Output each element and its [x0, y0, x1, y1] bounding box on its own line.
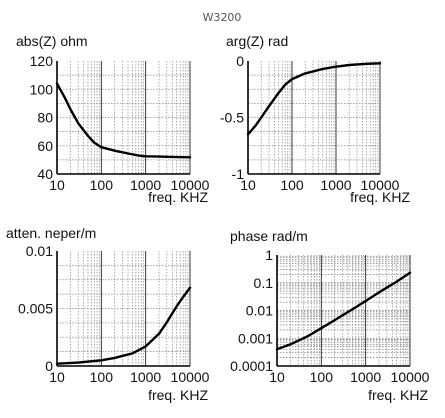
y-tick-label: 1	[265, 247, 273, 263]
chart-phase: phase rad/m freq. KHZ 10 100 1000 10000 0.00…	[230, 228, 430, 403]
chart-arg-z: arg(Z) rad freq. KHZ 10 100 1000 10000 -1 -0.…	[220, 33, 411, 205]
x-tick-label: 1000	[130, 369, 161, 385]
series-line	[55, 82, 192, 159]
y-tick-label: -1	[232, 166, 245, 182]
x-tick-label: 1000	[350, 369, 381, 385]
y-tick-label: 0.005	[18, 301, 53, 317]
chart-title: abs(Z) ohm	[16, 33, 88, 49]
y-tick-label: 0.1	[254, 275, 274, 291]
chart-abs-z: abs(Z) ohm freq. KHZ 10 100 1000 10000 40 60 8…	[16, 33, 210, 205]
x-tick-label: 10	[49, 369, 65, 385]
y-tick-label: 0.01	[26, 243, 53, 259]
y-tick-label: 0.01	[246, 303, 273, 319]
x-tick-label: 100	[90, 369, 114, 385]
y-tick-label: 40	[37, 166, 53, 182]
x-tick-label: 10000	[361, 177, 400, 193]
y-tick-label: -0.5	[220, 110, 244, 126]
chart-attenuation: atten. neper/m freq. KHZ 10 100 1000 10000 0…	[6, 225, 210, 403]
chart-title: phase rad/m	[230, 228, 308, 244]
y-tick-label: 100	[30, 81, 54, 97]
series-line	[55, 286, 192, 365]
x-tick-label: 100	[310, 369, 334, 385]
x-tick-label: 1000	[320, 177, 351, 193]
y-tick-label: 80	[37, 110, 53, 126]
x-axis-label: freq. KHZ	[148, 387, 208, 403]
x-tick-label: 10000	[391, 369, 430, 385]
x-tick-label: 10000	[171, 369, 210, 385]
y-tick-label: 0.001	[238, 330, 273, 346]
series-line	[275, 271, 412, 351]
x-tick-label: 10	[269, 369, 285, 385]
x-tick-label: 1000	[130, 177, 161, 193]
grid	[247, 61, 381, 174]
grid	[276, 255, 411, 366]
x-axis-label: freq. KHZ	[350, 189, 410, 205]
x-tick-label: 10	[49, 177, 65, 193]
x-axis-label: freq. KHZ	[368, 387, 428, 403]
grid	[56, 251, 191, 366]
x-axis-label: freq. KHZ	[148, 189, 208, 205]
chart-title: atten. neper/m	[6, 225, 96, 241]
figure-title: W3200	[203, 11, 242, 24]
chart-title: arg(Z) rad	[226, 33, 288, 49]
series-line	[246, 62, 382, 136]
y-tick-label: 0.0001	[230, 358, 273, 374]
x-tick-label: 100	[280, 177, 304, 193]
y-tick-label: 120	[30, 53, 54, 69]
y-tick-label: 60	[37, 138, 53, 154]
y-tick-label: 0	[45, 358, 53, 374]
x-tick-label: 10000	[171, 177, 210, 193]
x-tick-label: 10	[240, 177, 256, 193]
x-tick-label: 100	[90, 177, 114, 193]
y-tick-label: 0	[236, 53, 244, 69]
